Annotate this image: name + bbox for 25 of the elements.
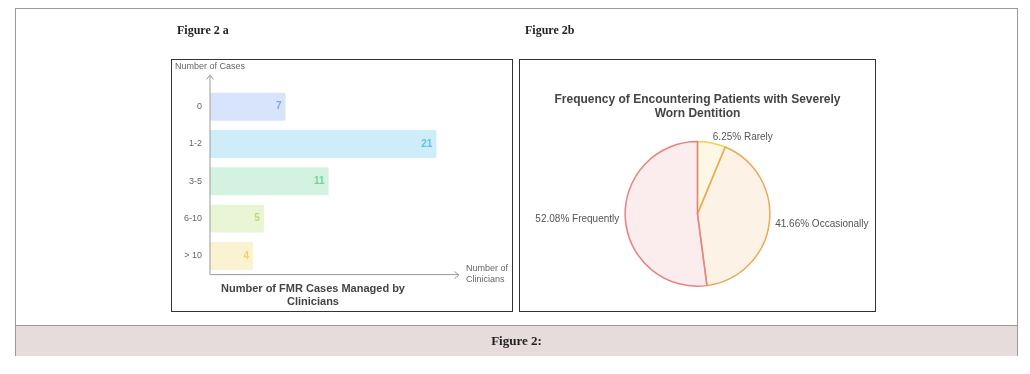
x-axis-title: Number of Clinicians [466, 263, 509, 285]
caption: Figure 2 a [176, 23, 230, 39]
slice-label: 41.66% Occasionally [775, 217, 869, 229]
y-tick-label: 6-10 [184, 213, 203, 224]
bar [210, 241, 254, 270]
slice-label: 6.25% Rarely [712, 130, 773, 142]
bar [210, 92, 286, 121]
data-label: 7 [275, 100, 282, 112]
y-tick-label: 1-2 [189, 138, 203, 149]
bar [210, 129, 437, 158]
data-label: 4 [243, 249, 250, 261]
y-axis-title: Number of Cases [175, 60, 246, 71]
y-tick-label: > 10 [184, 250, 203, 261]
caption: Figure 2b [524, 23, 576, 39]
data-label: 21 [421, 137, 433, 149]
data-label: 11 [314, 175, 326, 187]
y-tick-label: 3-5 [189, 175, 203, 186]
bar [210, 204, 264, 233]
data-label: 5 [254, 212, 261, 224]
y-tick-label: 0 [197, 101, 203, 112]
slice-label: 52.08% Frequently [535, 212, 620, 224]
bar [210, 167, 329, 196]
text: Number of FMR Cases Managed by Clinicians [221, 282, 406, 308]
chart-title: Frequency of Encountering Patients with Severely Worn Dentition [554, 91, 841, 120]
caption: Figure 2: [491, 333, 542, 349]
